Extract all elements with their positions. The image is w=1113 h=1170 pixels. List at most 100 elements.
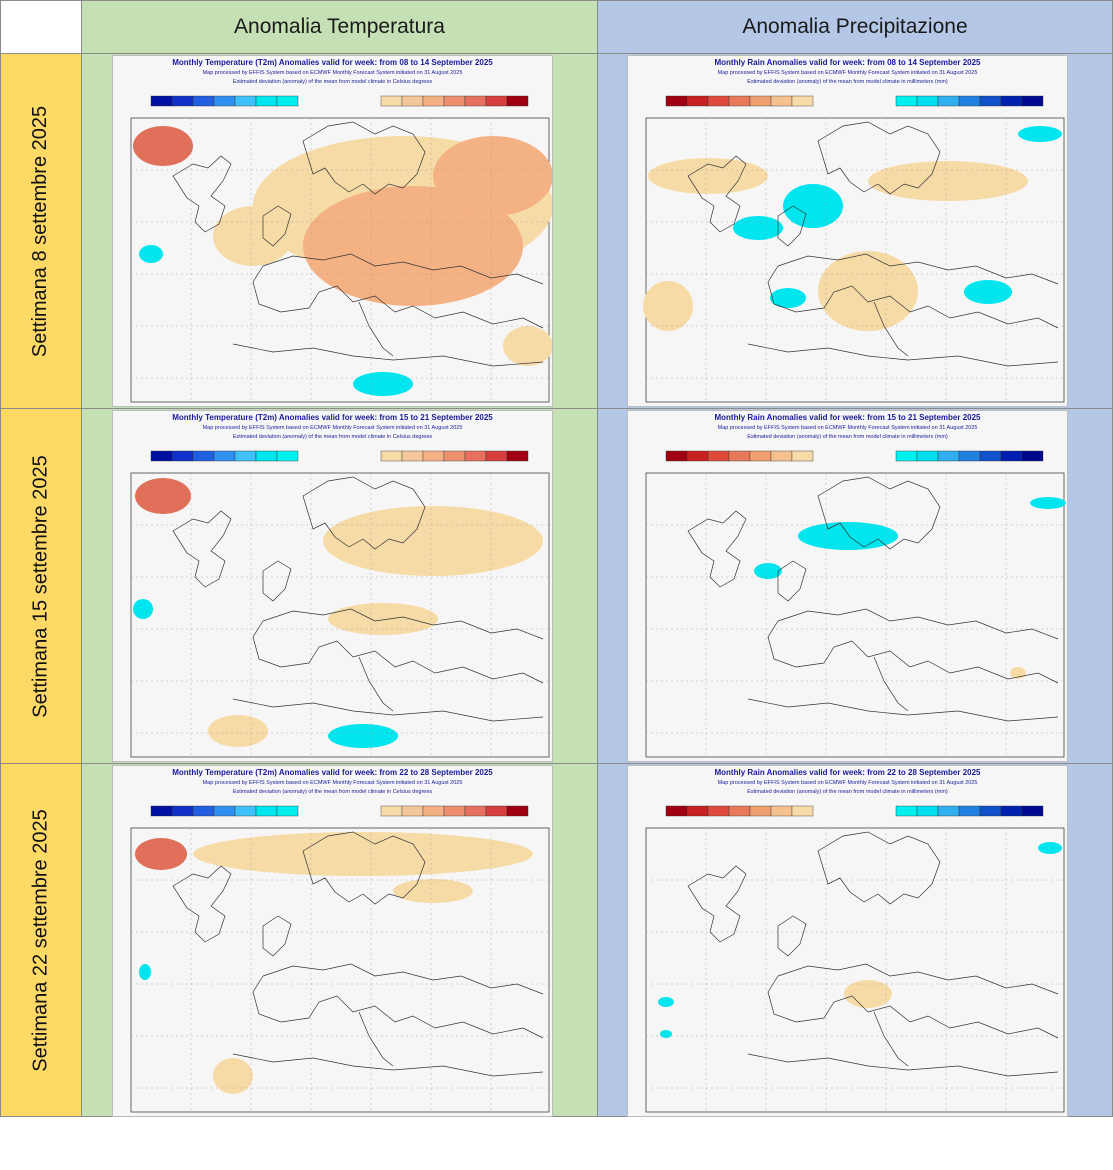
- warm-anomaly-area: [328, 603, 438, 635]
- legend-swatch: [213, 805, 236, 817]
- legend-swatch: [464, 805, 487, 817]
- coastline: [172, 121, 544, 367]
- legend-swatch: [150, 450, 173, 462]
- legend-swatch: [707, 95, 730, 107]
- map-title: Monthly Temperature (T2m) Anomalies vali…: [172, 58, 493, 67]
- cold-anomaly-area: [133, 599, 153, 619]
- map-unit-note: Estimated deviation (anomaly) of the mea…: [232, 789, 433, 795]
- legend-swatch: [150, 95, 173, 107]
- plot-frame: [645, 472, 1065, 758]
- legend-swatch: [234, 805, 257, 817]
- map-unit-note: Estimated deviation (anomaly) of the mea…: [232, 79, 433, 85]
- legend-swatch: [443, 95, 466, 107]
- legend-swatch: [770, 95, 793, 107]
- map-unit-note: Estimated deviation (anomaly) of the mea…: [747, 79, 948, 85]
- legend-swatch: [485, 450, 508, 462]
- legend-swatch: [443, 805, 466, 817]
- legend-swatch: [937, 95, 960, 107]
- warm-anomaly-area: [133, 126, 193, 166]
- legend-swatch: [979, 805, 1002, 817]
- cold-anomaly-area: [139, 245, 163, 263]
- legend-swatch: [665, 95, 688, 107]
- legend-swatch: [171, 450, 194, 462]
- wet-anomaly-area: [1030, 497, 1066, 509]
- wet-anomaly-area: [658, 997, 674, 1007]
- legend-swatch: [255, 95, 278, 107]
- legend-swatch: [506, 95, 529, 107]
- map-processed-note: Map processed by EFFIS System based on E…: [717, 70, 978, 76]
- legend-swatch: [1000, 450, 1023, 462]
- legend-swatch: [686, 450, 709, 462]
- legend-swatch: [937, 450, 960, 462]
- legend-swatch: [422, 95, 445, 107]
- legend-swatch: [895, 95, 918, 107]
- legend-swatch: [485, 805, 508, 817]
- wet-anomaly-area: [754, 563, 782, 579]
- legend-swatch: [707, 450, 730, 462]
- legend-swatch: [770, 805, 793, 817]
- wet-anomaly-area: [733, 216, 783, 240]
- rain-anomaly-map: Monthly Rain Anomalies valid for week: f…: [627, 410, 1068, 762]
- legend-swatch: [401, 95, 424, 107]
- legend-swatch: [1021, 450, 1044, 462]
- legend-swatch: [380, 450, 403, 462]
- legend-swatch: [958, 95, 981, 107]
- legend-swatch: [791, 805, 814, 817]
- legend-swatch: [749, 95, 772, 107]
- legend-swatch: [255, 805, 278, 817]
- map-canvas: [643, 95, 1065, 403]
- warm-anomaly-area: [303, 186, 523, 306]
- warm-anomaly-area: [135, 838, 187, 870]
- legend-swatch: [1000, 805, 1023, 817]
- warm-anomaly-area: [193, 832, 533, 876]
- coastline: [172, 476, 544, 722]
- legend-swatch: [401, 805, 424, 817]
- legend-swatch: [150, 805, 173, 817]
- header-temperature: Anomalia Temperatura: [81, 0, 598, 54]
- warm-anomaly-area: [135, 478, 191, 514]
- wet-anomaly-area: [1018, 126, 1062, 142]
- legend-swatch: [1000, 95, 1023, 107]
- legend-swatch: [791, 450, 814, 462]
- plot-frame: [645, 827, 1065, 1113]
- legend-swatch: [979, 95, 1002, 107]
- coastline: [687, 831, 1059, 1077]
- warm-anomaly-area: [213, 1058, 253, 1094]
- legend-swatch: [937, 805, 960, 817]
- row-label-text: Settimana 22 settembre 2025: [29, 808, 52, 1072]
- legend-swatch: [665, 450, 688, 462]
- corner-cell: [0, 0, 82, 54]
- legend-swatch: [791, 95, 814, 107]
- temperature-anomaly-map: Monthly Temperature (T2m) Anomalies vali…: [112, 765, 553, 1117]
- legend-swatch: [958, 450, 981, 462]
- cold-anomaly-area: [139, 964, 151, 980]
- legend-swatch: [422, 450, 445, 462]
- warm-anomaly-area: [503, 326, 552, 366]
- map-canvas: [130, 450, 550, 758]
- coastline: [687, 121, 1059, 367]
- legend-swatch: [686, 95, 709, 107]
- warm-anomaly-area: [213, 206, 293, 266]
- legend-swatch: [728, 805, 751, 817]
- row-label-text: Settimana 8 settembre 2025: [29, 105, 52, 357]
- legend-swatch: [171, 805, 194, 817]
- header-precipitation: Anomalia Precipitazione: [597, 0, 1113, 54]
- legend-swatch: [686, 805, 709, 817]
- row-label-week-2: Settimana 15 settembre 2025: [0, 408, 82, 764]
- dry-anomaly-area: [818, 251, 918, 331]
- legend-swatch: [464, 450, 487, 462]
- row-label-week-1: Settimana 8 settembre 2025: [0, 53, 82, 409]
- legend-swatch: [770, 450, 793, 462]
- map-processed-note: Map processed by EFFIS System based on E…: [717, 425, 978, 431]
- map-unit-note: Estimated deviation (anomaly) of the mea…: [747, 434, 948, 440]
- legend-swatch: [728, 95, 751, 107]
- legend-swatch: [958, 805, 981, 817]
- legend-swatch: [234, 450, 257, 462]
- map-unit-note: Estimated deviation (anomaly) of the mea…: [232, 434, 433, 440]
- wet-anomaly-area: [660, 1030, 672, 1038]
- dry-anomaly-area: [868, 161, 1028, 201]
- wet-anomaly-area: [798, 522, 898, 550]
- map-title: Monthly Rain Anomalies valid for week: f…: [714, 413, 981, 422]
- legend-swatch: [665, 805, 688, 817]
- legend-swatch: [380, 95, 403, 107]
